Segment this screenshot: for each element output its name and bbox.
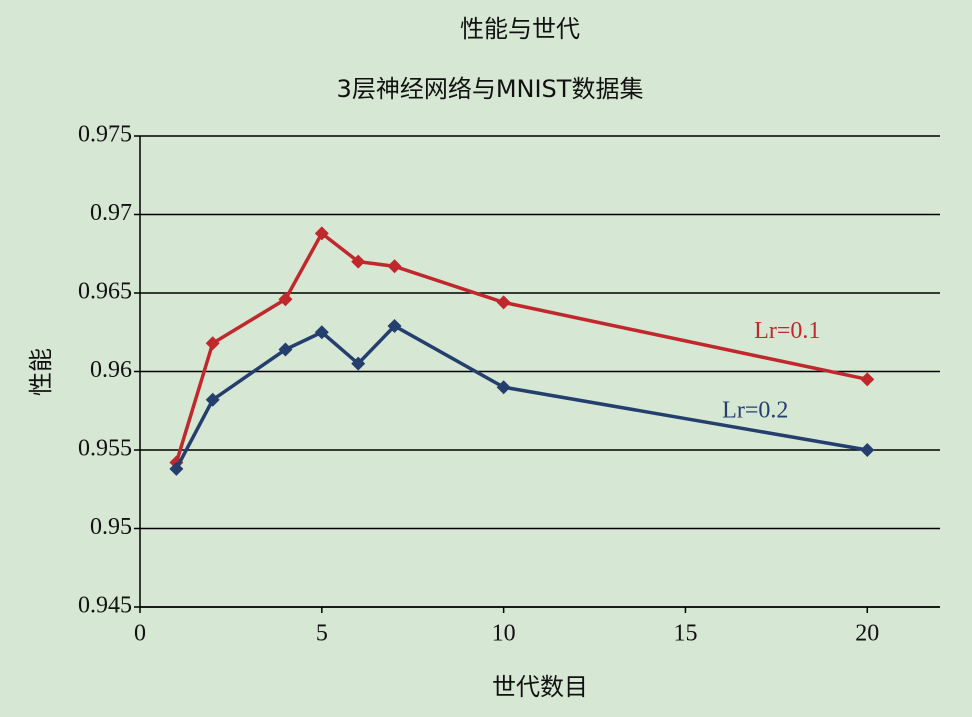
chart-subtitle: 3层神经网络与MNIST数据集 [337, 75, 644, 103]
y-tick-label: 0.965 [78, 279, 132, 305]
data-point [205, 336, 220, 351]
series-label: Lr=0.1 [754, 318, 820, 344]
x-tick-label: 20 [855, 621, 879, 647]
data-point [860, 443, 875, 457]
y-tick-label: 0.95 [90, 514, 132, 540]
x-tick-label: 5 [316, 621, 328, 647]
data-point [351, 356, 366, 371]
x-tick-label: 0 [134, 621, 146, 647]
series-line [174, 230, 868, 464]
data-point [314, 325, 329, 340]
data-point [205, 392, 220, 407]
data-point [496, 380, 511, 395]
series-label: Lr=0.2 [722, 398, 788, 424]
y-tick-label: 0.955 [78, 436, 132, 462]
data-point [169, 461, 184, 476]
data-point [278, 292, 293, 307]
y-tick-label: 0.945 [78, 593, 132, 619]
x-axis-label: 世代数目 [492, 673, 588, 701]
series-line [174, 323, 868, 470]
y-tick-label: 0.96 [90, 357, 132, 383]
data-point [278, 342, 293, 357]
y-tick-label: 0.97 [90, 200, 132, 226]
data-point [314, 226, 329, 241]
y-tick-label: 0.975 [78, 122, 132, 148]
data-point [496, 295, 511, 310]
data-point [860, 372, 875, 387]
chart-title: 性能与世代 [460, 15, 580, 43]
x-tick-label: 15 [673, 621, 697, 647]
data-point [351, 254, 366, 269]
x-tick-label: 10 [492, 621, 516, 647]
data-point [387, 259, 402, 274]
data-point [387, 318, 402, 333]
y-axis-label: 性能 [27, 348, 55, 396]
